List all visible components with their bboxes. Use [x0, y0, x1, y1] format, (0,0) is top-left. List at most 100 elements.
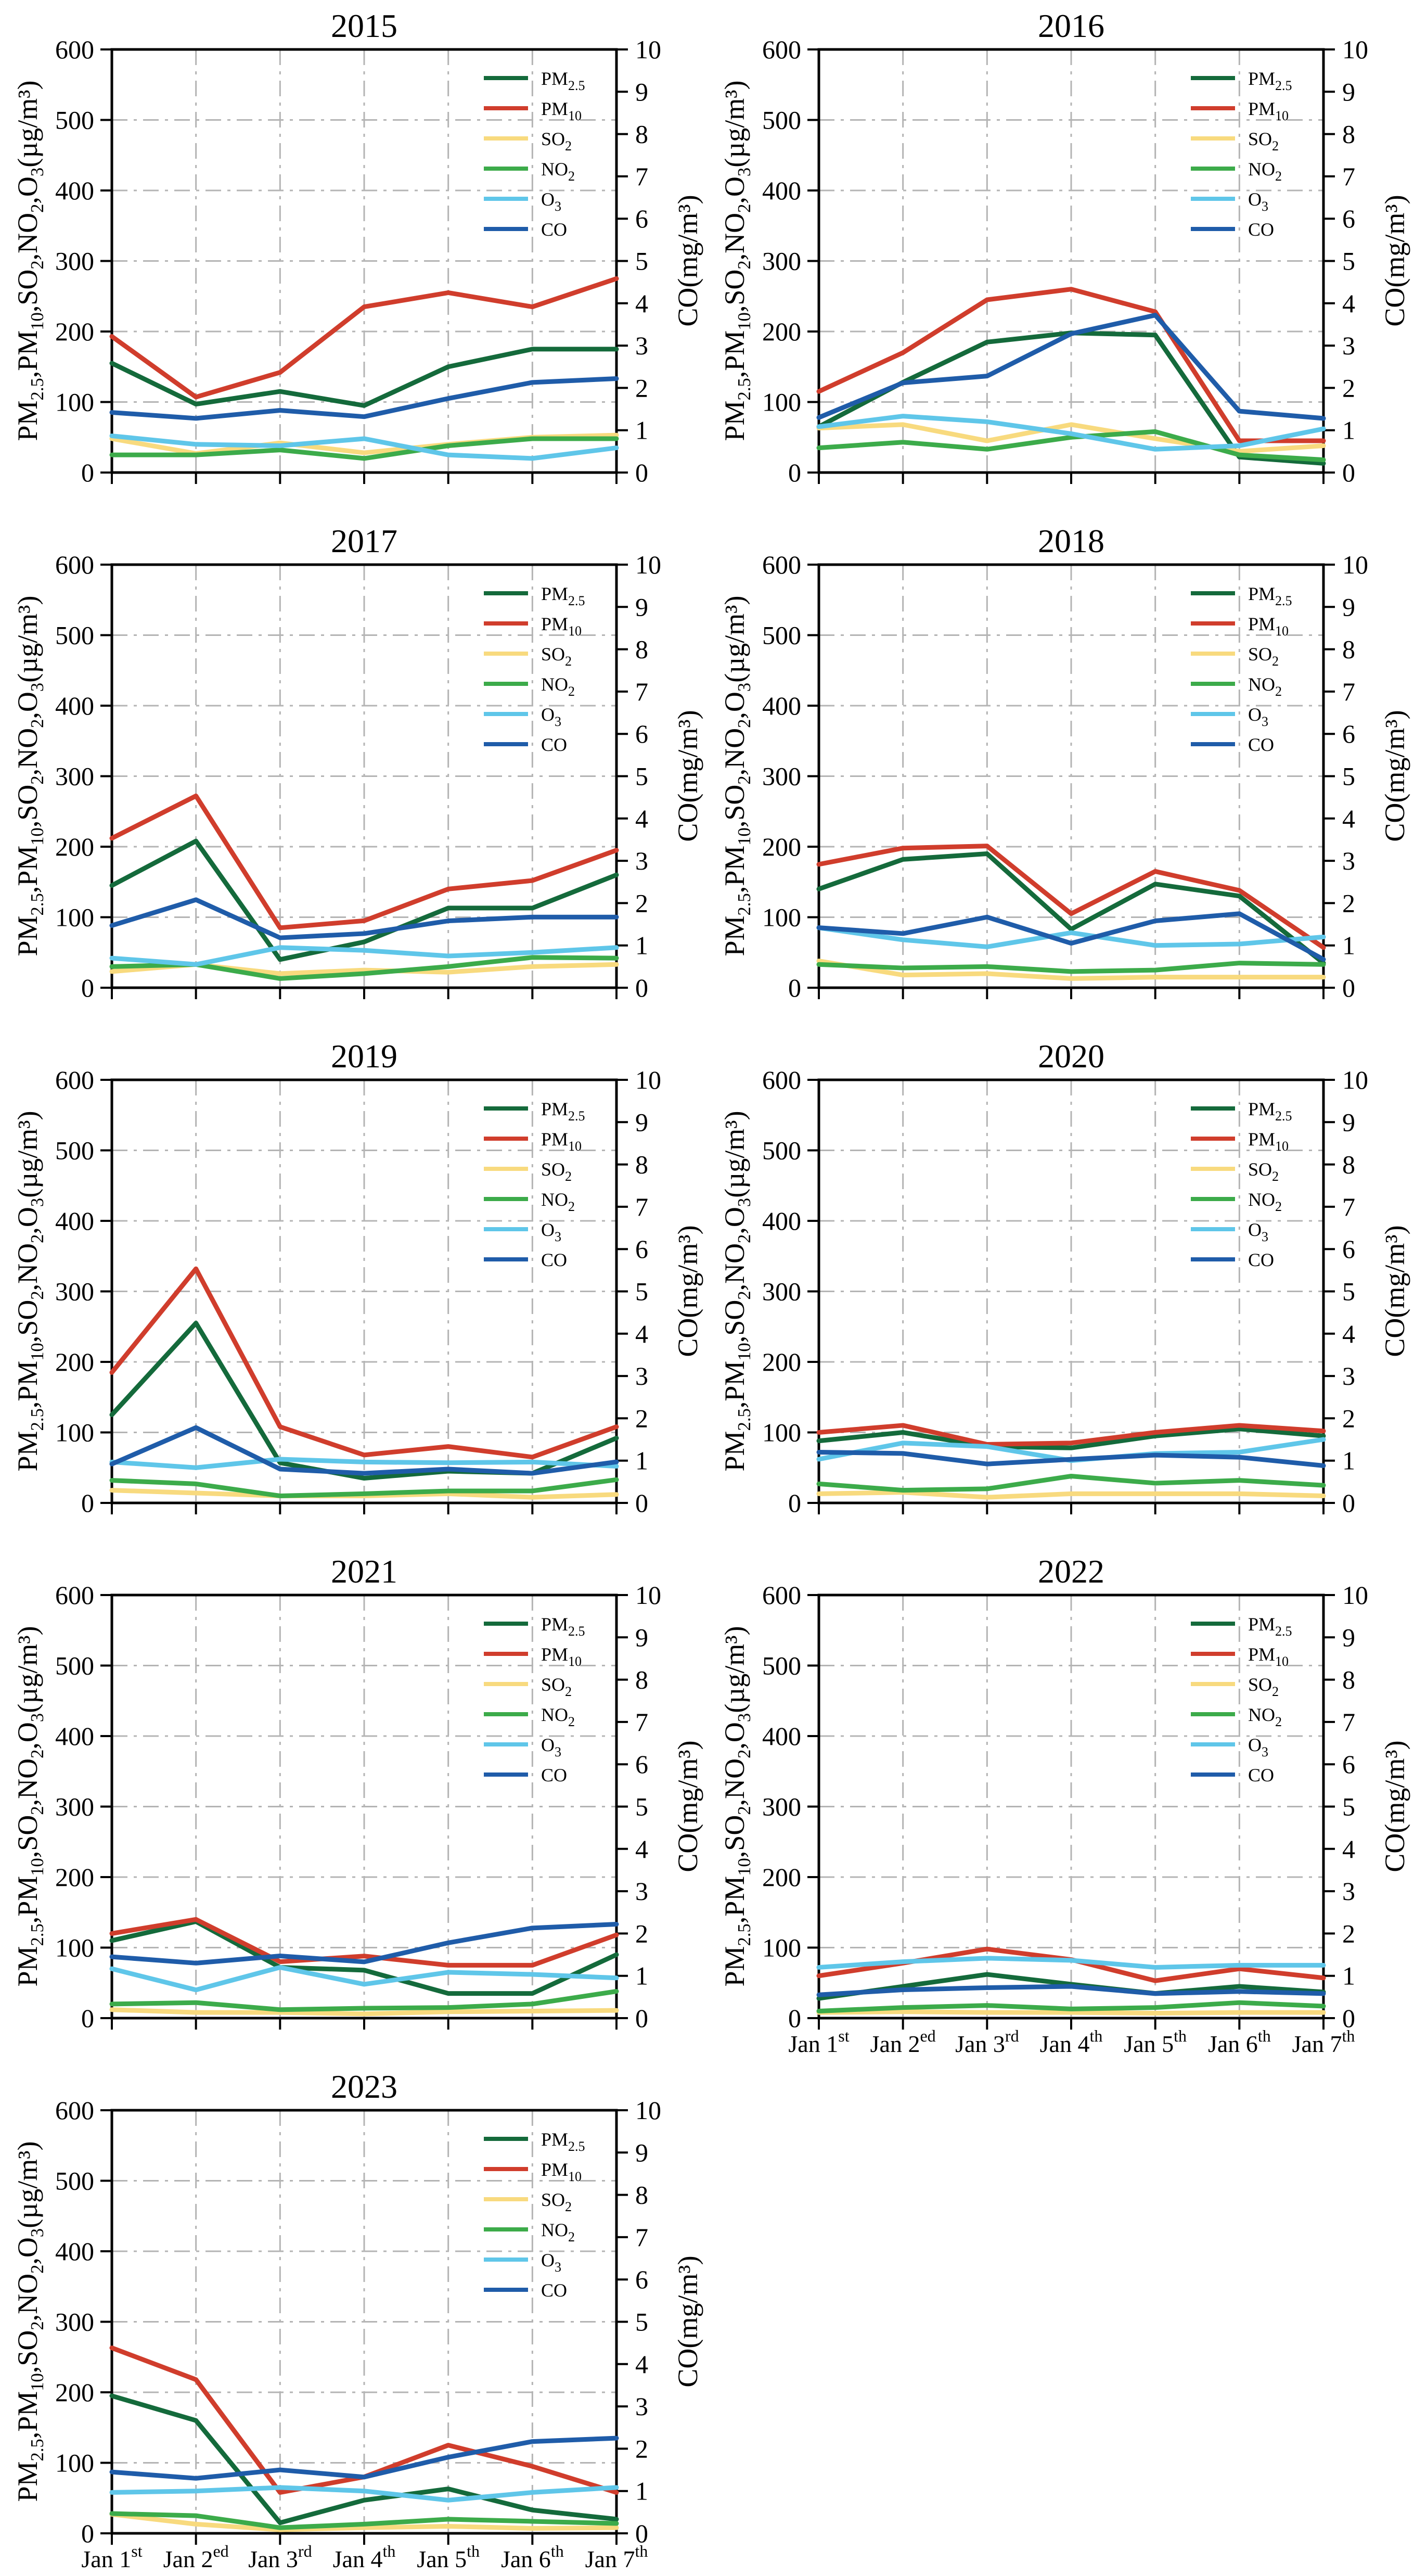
series-CO	[109, 897, 619, 940]
svg-text:100: 100	[55, 2449, 94, 2478]
series-O3	[816, 414, 1326, 452]
svg-text:7: 7	[1342, 677, 1355, 706]
svg-text:0: 0	[635, 973, 648, 1002]
svg-text:300: 300	[55, 2307, 94, 2337]
svg-text:4: 4	[635, 2350, 648, 2379]
series-O3	[109, 1457, 619, 1470]
svg-text:600: 600	[55, 1580, 94, 1610]
legend-label-O3: O3	[541, 1735, 561, 1759]
series-O3	[109, 433, 619, 461]
series-PM10	[109, 1266, 619, 1460]
svg-text:400: 400	[55, 691, 94, 720]
plot-area: 0 100 200 300 400 500 600 0 1 2 3 4 5 6 7 8 9 10 PM2.5 PM10…	[55, 550, 661, 1002]
svg-text:9: 9	[635, 77, 648, 106]
legend-label-SO2: SO2	[1248, 129, 1279, 154]
svg-text:7: 7	[635, 677, 648, 706]
svg-text:3: 3	[635, 1361, 648, 1391]
x-tick-label: Jan 3rd	[955, 2026, 1019, 2057]
svg-text:5: 5	[1342, 247, 1355, 276]
svg-text:4: 4	[1342, 289, 1355, 318]
legend-label-NO2: NO2	[1248, 1704, 1282, 1729]
legend-label-NO2: NO2	[1248, 159, 1282, 184]
svg-text:7: 7	[1342, 162, 1355, 191]
svg-text:600: 600	[55, 2096, 94, 2125]
svg-text:300: 300	[55, 762, 94, 791]
svg-text:2: 2	[635, 373, 648, 402]
legend-label-SO2: SO2	[541, 644, 572, 669]
svg-text:2: 2	[1342, 888, 1355, 917]
legend-label-PM2.5: PM2.5	[541, 2129, 585, 2154]
svg-text:0: 0	[788, 973, 801, 1002]
svg-text:0: 0	[788, 2004, 801, 2033]
series-PM2.5	[816, 851, 1326, 966]
series-NO2	[816, 429, 1326, 463]
x-tick-label: Jan 7th	[1292, 2026, 1355, 2057]
x-tick-label: Jan 2ed	[870, 2026, 936, 2057]
svg-text:7: 7	[1342, 1707, 1355, 1737]
svg-text:9: 9	[635, 1107, 648, 1137]
svg-text:2: 2	[1342, 1919, 1355, 1948]
series-CO	[109, 1922, 619, 1966]
svg-text:200: 200	[55, 1347, 94, 1376]
x-tick-label: Jan 4th	[333, 2542, 396, 2572]
chart-2023: 2023 PM2.5,PM10,SO2,NO2,O3(µg/m³) CO(mg/…	[0, 2061, 707, 2576]
series-SO2	[816, 2009, 1326, 2016]
svg-text:300: 300	[55, 1277, 94, 1306]
svg-text:7: 7	[635, 2223, 648, 2252]
svg-text:0: 0	[1342, 2004, 1355, 2033]
svg-text:1: 1	[1342, 416, 1355, 445]
series-CO	[816, 1984, 1326, 1997]
svg-text:500: 500	[762, 106, 801, 135]
series-SO2	[816, 422, 1326, 454]
chart-title: 2023	[331, 2068, 397, 2105]
svg-text:2: 2	[1342, 373, 1355, 402]
svg-text:7: 7	[635, 1192, 648, 1221]
series-NO2	[816, 1474, 1326, 1493]
svg-text:4: 4	[635, 804, 648, 833]
svg-text:500: 500	[55, 2166, 94, 2196]
legend-label-PM2.5: PM2.5	[541, 1614, 585, 1639]
series-PM10	[816, 1423, 1326, 1447]
svg-text:0: 0	[81, 2004, 94, 2033]
legend-label-NO2: NO2	[541, 159, 575, 184]
legend-label-CO: CO	[1248, 1765, 1274, 1786]
svg-text:600: 600	[55, 1065, 94, 1094]
svg-text:4: 4	[1342, 804, 1355, 833]
legend-label-PM10: PM10	[541, 2159, 582, 2184]
x-tick-label: Jan 3rd	[248, 2542, 312, 2572]
legend-label-CO: CO	[1248, 734, 1274, 755]
svg-text:10: 10	[635, 1580, 661, 1610]
svg-text:400: 400	[762, 1206, 801, 1235]
svg-text:9: 9	[1342, 1107, 1355, 1137]
svg-text:300: 300	[762, 1792, 801, 1821]
x-tick-label: Jan 6th	[1208, 2026, 1271, 2057]
svg-text:1: 1	[635, 2477, 648, 2506]
legend-label-NO2: NO2	[1248, 674, 1282, 699]
svg-text:6: 6	[1342, 1750, 1355, 1779]
svg-text:5: 5	[1342, 762, 1355, 791]
plot-area: 0 100 200 300 400 500 600 0 1 2 3 4 5 6 7 8 9 10 PM2.5 PM10…	[762, 35, 1368, 487]
svg-text:400: 400	[55, 176, 94, 205]
plot-area: 0 100 200 300 400 500 600 0 1 2 3 4 5 6 7 8 9 10 PM2.5 PM10…	[762, 1065, 1368, 1517]
svg-text:6: 6	[635, 1750, 648, 1779]
legend-label-PM10: PM10	[1248, 98, 1289, 123]
series-O3	[109, 2485, 619, 2503]
series-PM2.5	[816, 1426, 1326, 1450]
svg-text:5: 5	[1342, 1792, 1355, 1821]
svg-text:600: 600	[762, 1580, 801, 1610]
series-NO2	[109, 1477, 619, 1498]
series-CO	[109, 2435, 619, 2481]
series-CO	[816, 1449, 1326, 1468]
svg-text:1: 1	[635, 416, 648, 445]
svg-text:600: 600	[762, 1065, 801, 1094]
svg-text:6: 6	[635, 1234, 648, 1264]
svg-text:1: 1	[635, 931, 648, 960]
legend-label-O3: O3	[541, 704, 561, 729]
svg-text:2: 2	[635, 2434, 648, 2463]
legend-label-PM2.5: PM2.5	[541, 583, 585, 608]
chart-title: 2016	[1038, 7, 1104, 44]
svg-text:100: 100	[55, 388, 94, 417]
legend-label-O3: O3	[1248, 189, 1268, 214]
legend-label-PM2.5: PM2.5	[1248, 1614, 1292, 1639]
svg-text:600: 600	[762, 550, 801, 579]
